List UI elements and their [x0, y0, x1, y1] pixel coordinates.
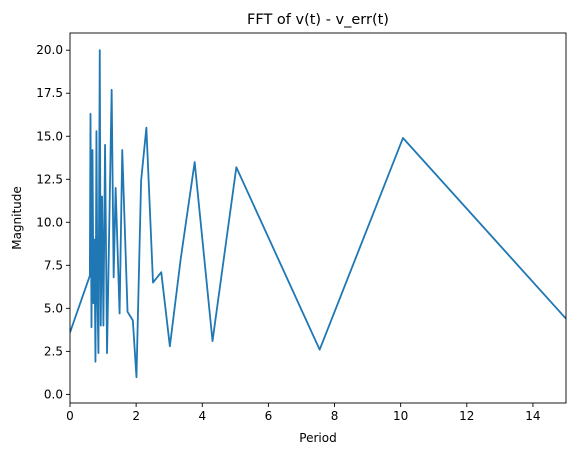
- x-tick-label: 6: [265, 409, 273, 423]
- y-tick-label: 20.0: [36, 43, 63, 57]
- x-tick-label: 12: [459, 409, 474, 423]
- y-tick-label: 7.5: [44, 258, 63, 272]
- x-tick-label: 14: [525, 409, 540, 423]
- y-tick-label: 17.5: [36, 86, 63, 100]
- y-tick-label: 0.0: [44, 387, 63, 401]
- x-axis: 0 2 4 6 8 10 12 14: [66, 403, 541, 423]
- series-line: [70, 49, 566, 379]
- y-tick-label: 12.5: [36, 172, 63, 186]
- x-tick-label: 4: [198, 409, 206, 423]
- chart-title: FFT of v(t) - v_err(t): [247, 12, 389, 28]
- y-axis: 0.0 2.5 5.0 7.5 10.0 12.5 15.0 17.5 20.0: [36, 43, 70, 401]
- y-tick-label: 5.0: [44, 301, 63, 315]
- axes-frame: [69, 32, 567, 404]
- x-tick-label: 0: [66, 409, 74, 423]
- x-axis-label: Period: [299, 431, 336, 445]
- y-tick-label: 15.0: [36, 129, 63, 143]
- y-tick-label: 2.5: [44, 344, 63, 358]
- x-tick-label: 10: [393, 409, 408, 423]
- y-axis-label: Magnitude: [10, 186, 24, 250]
- x-tick-label: 8: [331, 409, 339, 423]
- x-tick-label: 2: [132, 409, 140, 423]
- plot-area: [70, 49, 566, 379]
- y-tick-label: 10.0: [36, 215, 63, 229]
